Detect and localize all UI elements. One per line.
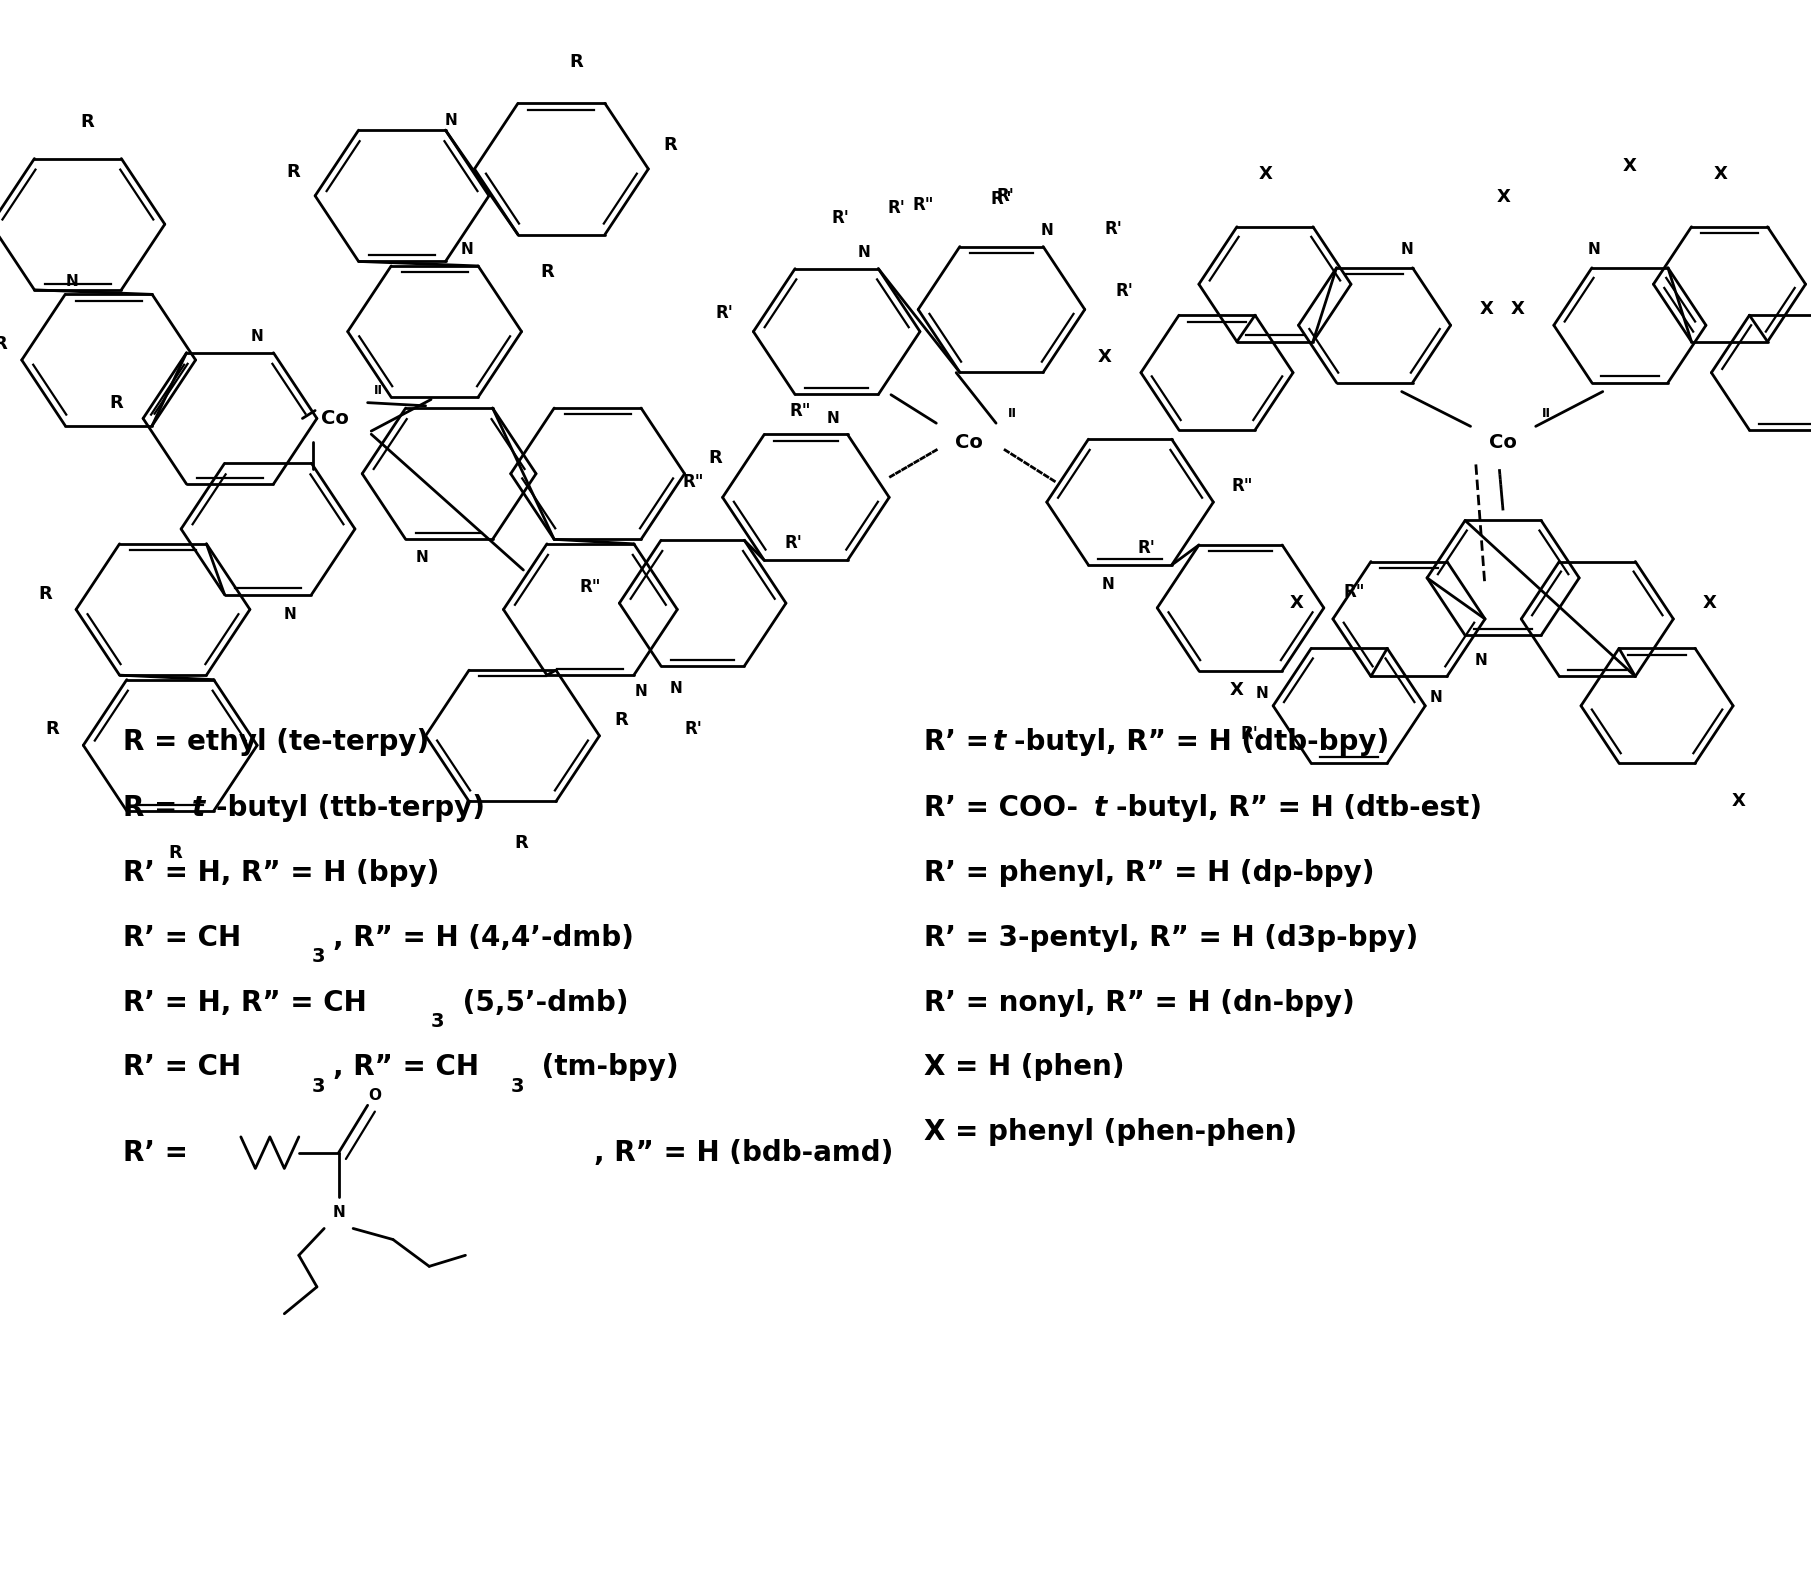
Text: R’ =: R’ = [123, 1138, 197, 1167]
Text: X = phenyl (phen-phen): X = phenyl (phen-phen) [924, 1118, 1297, 1146]
Text: R: R [708, 448, 723, 467]
Text: R’ =: R’ = [924, 728, 998, 756]
Text: N: N [1474, 652, 1489, 668]
Text: N: N [444, 112, 458, 128]
Text: R': R' [1116, 281, 1134, 300]
Text: R": R" [580, 578, 601, 597]
Text: R': R' [831, 208, 849, 227]
Text: 3: 3 [311, 947, 324, 966]
Text: X: X [1259, 164, 1273, 183]
Text: R': R' [1241, 725, 1259, 744]
Text: R: R [540, 262, 554, 281]
Text: R: R [614, 711, 628, 729]
Text: R: R [514, 834, 529, 853]
Text: R': R' [685, 720, 703, 739]
Text: t: t [1094, 794, 1107, 823]
Text: R’ = H, R” = H (bpy): R’ = H, R” = H (bpy) [123, 859, 440, 887]
Text: X: X [1289, 594, 1304, 613]
Text: N: N [283, 606, 297, 622]
Text: II: II [1543, 407, 1550, 420]
Text: 3: 3 [431, 1012, 444, 1031]
Text: R: R [663, 136, 677, 155]
Text: 3: 3 [311, 1077, 324, 1096]
Text: N: N [1586, 242, 1601, 257]
Text: -butyl (ttb-terpy): -butyl (ttb-terpy) [216, 794, 485, 823]
Text: R": R" [683, 472, 704, 491]
Text: (5,5’-dmb): (5,5’-dmb) [453, 988, 628, 1017]
Text: R: R [80, 112, 94, 131]
Text: R': R' [887, 199, 906, 218]
Text: R’ = CH: R’ = CH [123, 1053, 241, 1082]
Text: N: N [1040, 223, 1054, 238]
Text: R": R" [790, 401, 811, 420]
Text: R’ = CH: R’ = CH [123, 924, 241, 952]
Text: , R” = CH: , R” = CH [333, 1053, 480, 1082]
Text: X: X [1713, 164, 1728, 183]
Text: X = H (phen): X = H (phen) [924, 1053, 1125, 1082]
Text: R’ = nonyl, R” = H (dn-bpy): R’ = nonyl, R” = H (dn-bpy) [924, 988, 1355, 1017]
Text: R: R [286, 163, 301, 182]
Text: Co: Co [1489, 433, 1518, 452]
Text: R': R' [1137, 538, 1155, 557]
Text: R =: R = [123, 794, 187, 823]
Text: N: N [1255, 685, 1270, 701]
Text: N: N [634, 684, 648, 699]
Text: -butyl, R” = H (dtb-bpy): -butyl, R” = H (dtb-bpy) [1014, 728, 1389, 756]
Text: R': R' [784, 534, 802, 553]
Text: N: N [1101, 576, 1116, 592]
Text: N: N [826, 411, 840, 426]
Text: R’ = phenyl, R” = H (dp-bpy): R’ = phenyl, R” = H (dp-bpy) [924, 859, 1375, 887]
Text: X: X [1702, 594, 1717, 613]
Text: N: N [65, 273, 80, 289]
Text: X: X [1496, 188, 1510, 207]
Text: X: X [1230, 681, 1244, 699]
Text: R': R' [996, 186, 1014, 205]
Text: R = ethyl (te-terpy): R = ethyl (te-terpy) [123, 728, 429, 756]
Text: R": R" [913, 196, 934, 215]
Text: R': R' [1105, 219, 1123, 238]
Text: X: X [1480, 300, 1494, 319]
Text: R: R [45, 720, 60, 739]
Text: X: X [1731, 791, 1746, 810]
Text: R": R" [1344, 583, 1365, 602]
Text: II: II [1009, 407, 1016, 420]
Text: R: R [0, 335, 7, 354]
Text: N: N [1400, 242, 1414, 257]
Text: N: N [668, 681, 683, 696]
Text: II: II [375, 384, 382, 396]
Text: , R” = H (bdb-amd): , R” = H (bdb-amd) [594, 1138, 893, 1167]
Text: N: N [1429, 690, 1443, 706]
Text: (tm-bpy): (tm-bpy) [532, 1053, 679, 1082]
Text: R’ = 3-pentyl, R” = H (d3p-bpy): R’ = 3-pentyl, R” = H (d3p-bpy) [924, 924, 1418, 952]
Text: N: N [460, 242, 474, 257]
Text: , R” = H (4,4’-dmb): , R” = H (4,4’-dmb) [333, 924, 634, 952]
Text: R’ = COO-: R’ = COO- [924, 794, 1078, 823]
Text: O: O [368, 1088, 382, 1104]
Text: R’ = H, R” = CH: R’ = H, R” = CH [123, 988, 368, 1017]
Text: 3: 3 [511, 1077, 523, 1096]
Text: R: R [109, 393, 123, 412]
Text: N: N [250, 328, 264, 344]
Text: X: X [1623, 156, 1637, 175]
Text: X: X [1097, 347, 1112, 366]
Text: R': R' [715, 303, 733, 322]
Text: R: R [38, 584, 53, 603]
Text: t: t [192, 794, 205, 823]
Text: Co: Co [321, 409, 350, 428]
Text: R: R [168, 843, 183, 862]
Text: R": R" [1231, 477, 1253, 496]
Text: N: N [331, 1205, 346, 1221]
Text: R: R [569, 52, 583, 71]
Text: N: N [857, 245, 871, 261]
Text: Co: Co [954, 433, 983, 452]
Text: t: t [992, 728, 1005, 756]
Text: N: N [415, 549, 429, 565]
Text: R": R" [991, 189, 1012, 208]
Text: -butyl, R” = H (dtb-est): -butyl, R” = H (dtb-est) [1116, 794, 1481, 823]
Text: X: X [1510, 300, 1525, 319]
